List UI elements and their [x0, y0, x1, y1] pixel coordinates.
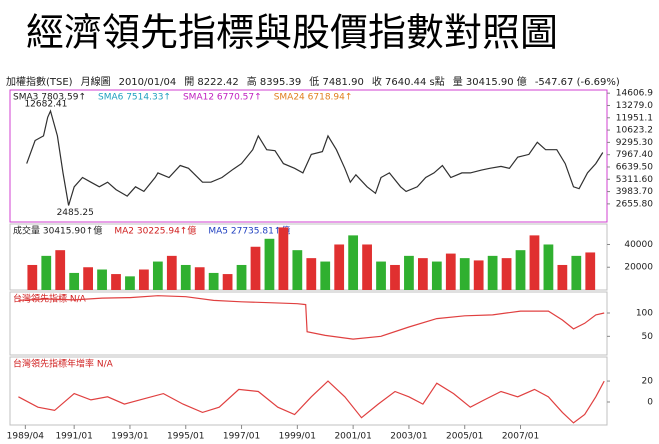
bar [236, 264, 247, 290]
bar [473, 260, 484, 290]
y-tick-label: 50 [642, 332, 654, 342]
panel-frame [9, 89, 608, 223]
bar [27, 264, 38, 290]
y-tick-label: 5311.60 [616, 175, 653, 185]
bar [139, 269, 149, 290]
y-tick-label: 3983.70 [616, 187, 653, 197]
bar [445, 253, 456, 290]
y-tick-label: 40000 [624, 240, 653, 250]
legend-entry: MA5 27735.81↑億 [208, 225, 290, 237]
info-text: 月線圖 [81, 75, 111, 88]
bar [404, 255, 414, 290]
series-line [26, 109, 604, 206]
info-text: 量 30415.90 億 [453, 75, 527, 88]
bar [348, 235, 359, 290]
bar [111, 274, 121, 290]
bar [362, 244, 372, 290]
legend-entry: SMA3 7803.59↑ [13, 93, 86, 103]
x-tick-label: 1989/04 [7, 432, 45, 442]
y-tick-label: 0 [647, 397, 653, 407]
info-text: -547.67 (-6.69%) [535, 77, 620, 88]
x-tick-label: 2003/01 [390, 432, 427, 442]
bar [501, 258, 512, 290]
y-tick-label: 11951.1 [616, 113, 653, 123]
bar [152, 261, 163, 290]
bar [529, 235, 540, 290]
y-tick-label: 7967.40 [616, 150, 653, 160]
y-tick-label: 20000 [624, 263, 653, 273]
y-tick-label: 13279.0 [616, 101, 653, 111]
legend-entry: 成交量 30415.90↑億 [13, 225, 102, 237]
bar [487, 255, 498, 290]
bar [125, 276, 135, 290]
x-tick-label: 1993/01 [111, 432, 148, 442]
y-tick-label: 6639.50 [616, 162, 653, 172]
bar [585, 252, 596, 290]
chart-title: 經濟領先指標與股價指數對照圖 [26, 11, 558, 55]
info-text: 低 7481.90 [309, 75, 364, 88]
bar [41, 255, 52, 290]
bar [264, 238, 275, 290]
legend-entry: SMA12 6770.57↑ [183, 93, 262, 103]
x-tick-label: 2001/01 [334, 432, 371, 442]
y-tick-label: 2655.80 [616, 199, 653, 209]
bar [222, 274, 233, 290]
bar [376, 261, 386, 290]
bar [334, 244, 345, 290]
series-line [18, 295, 605, 340]
x-tick-label: 1995/01 [167, 432, 204, 442]
bar [515, 250, 526, 290]
series-line [18, 380, 605, 424]
x-tick-label: 1997/01 [223, 432, 260, 442]
bar [543, 244, 554, 290]
info-text: 開 8222.42 [184, 76, 239, 88]
y-tick-label: 100 [636, 309, 653, 319]
legend-entry: SMA24 6718.94↑ [274, 93, 353, 103]
info-text: 加權指數(TSE) [6, 75, 73, 88]
info-text: 高 8395.39 [247, 75, 302, 88]
bar [431, 261, 442, 290]
annotation: 2485.25 [57, 208, 94, 218]
bar [459, 258, 470, 290]
x-tick-label: 1991/01 [55, 432, 92, 442]
bar [250, 246, 261, 290]
info-text: 收 7640.44 s點 [372, 75, 445, 88]
legend-entry: 台灣領先指標年增率 N/A [13, 358, 114, 370]
y-tick-label: 10623.2 [616, 126, 653, 136]
x-tick-label: 2007/01 [502, 432, 539, 442]
bar [55, 250, 66, 290]
annotation: 12682.41 [24, 100, 67, 110]
bar [571, 255, 582, 290]
bar [320, 261, 331, 290]
y-tick-label: 9295.30 [616, 138, 653, 148]
bar [278, 227, 289, 290]
bar [166, 255, 177, 290]
legend-entry: SMA6 7514.33↑ [98, 93, 171, 103]
bar [97, 269, 107, 290]
bar [69, 272, 80, 290]
bar [180, 264, 191, 290]
legend-entry: MA2 30225.94↑億 [114, 225, 196, 237]
info-text: 2010/01/04 [119, 77, 177, 88]
legend-entry: 台灣領先指標 N/A [13, 293, 87, 305]
bar [292, 250, 303, 290]
bar [83, 267, 93, 290]
bar [417, 258, 428, 290]
x-tick-label: 1999/01 [279, 432, 316, 442]
y-tick-label: 20 [642, 377, 654, 387]
y-tick-label: 14606.9 [616, 89, 653, 99]
panel-frame [9, 291, 608, 356]
panel-frame [9, 356, 608, 426]
bar [208, 272, 219, 290]
bar [390, 264, 400, 290]
bar [557, 264, 568, 290]
bar [306, 258, 317, 290]
x-tick-label: 2005/01 [446, 432, 483, 442]
bar [194, 267, 205, 290]
